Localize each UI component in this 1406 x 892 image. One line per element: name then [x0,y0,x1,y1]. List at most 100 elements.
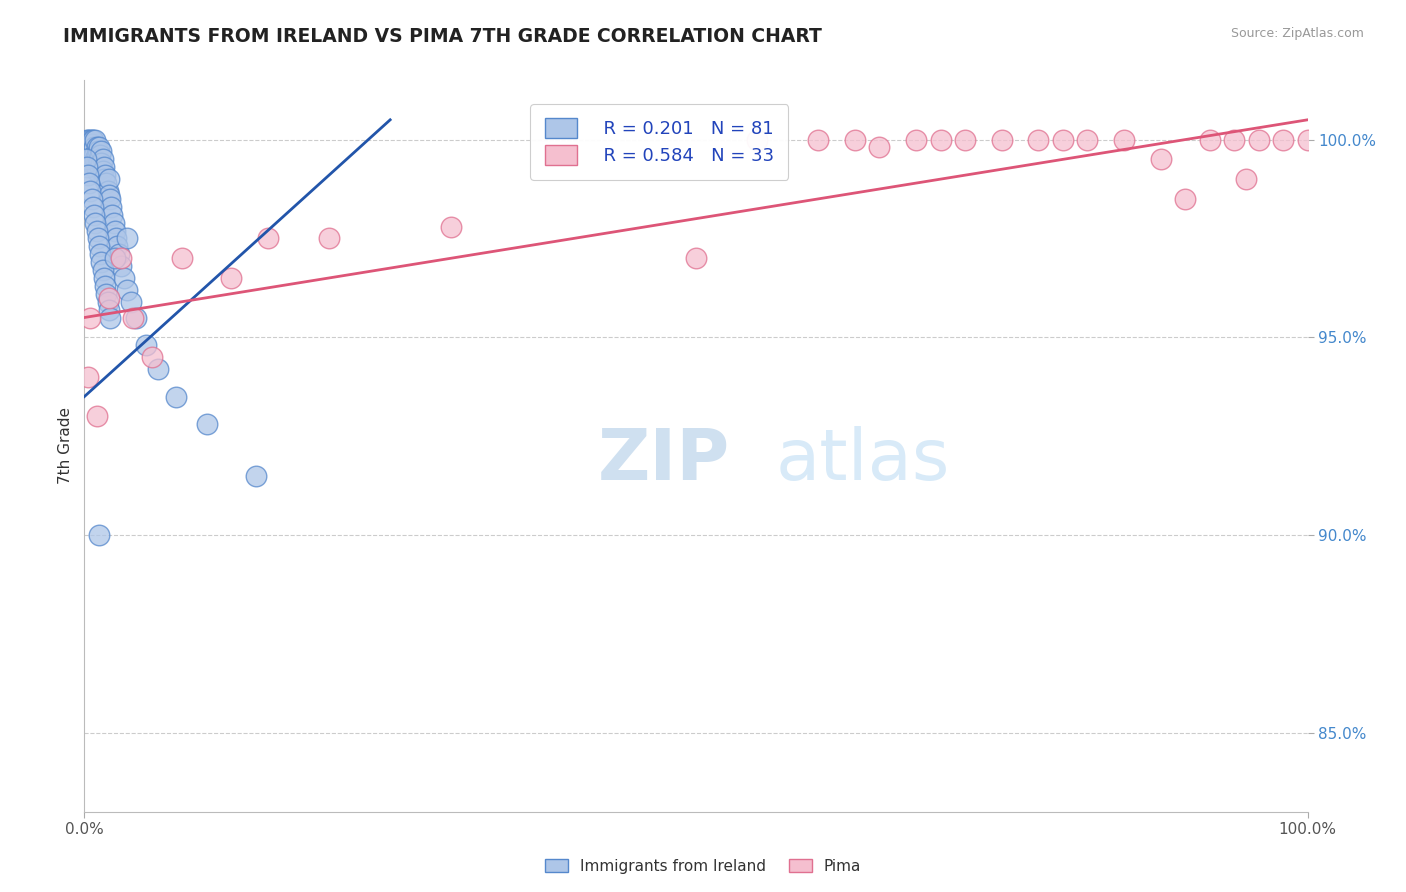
Point [747,132,769,146]
Point [844,132,866,146]
Point [86,223,108,237]
Point [172,251,194,265]
Point [77,132,100,146]
Point [93,172,115,186]
Point [86,140,108,154]
Point [97,172,120,186]
Point [80,153,103,167]
Point [219,271,242,285]
Point [195,417,218,432]
Point [141,350,163,364]
Point [96,176,118,190]
Point [1236,172,1258,186]
Point [807,132,830,146]
Point [135,338,157,352]
Text: Source: ZipAtlas.com: Source: ZipAtlas.com [1230,27,1364,40]
Point [93,271,115,285]
Point [96,286,118,301]
Point [80,136,103,151]
Point [80,192,103,206]
Point [953,132,976,146]
Point [87,140,110,154]
Point [82,200,104,214]
Point [84,132,107,146]
Text: IMMIGRANTS FROM IRELAND VS PIMA 7TH GRADE CORRELATION CHART: IMMIGRANTS FROM IRELAND VS PIMA 7TH GRAD… [63,27,823,45]
Point [87,145,110,159]
Point [89,161,111,175]
Point [112,271,135,285]
Point [110,251,132,265]
Point [82,132,104,146]
Point [87,239,110,253]
Point [83,161,105,175]
Point [83,208,105,222]
Point [245,468,267,483]
Point [82,156,104,170]
Point [83,140,105,154]
Point [93,161,115,175]
Point [1247,132,1270,146]
Point [90,156,112,170]
Point [77,369,100,384]
Point [97,302,120,317]
Legend: Immigrants from Ireland, Pima: Immigrants from Ireland, Pima [538,853,868,880]
Point [440,219,463,234]
Point [87,528,110,542]
Point [1028,132,1050,146]
Point [79,140,101,154]
Point [77,168,100,182]
Point [84,216,107,230]
Y-axis label: 7th Grade: 7th Grade [58,408,73,484]
Point [77,136,100,151]
Point [146,362,169,376]
Point [79,132,101,146]
Point [80,132,103,146]
Point [1052,132,1074,146]
Point [105,231,128,245]
Point [122,310,145,325]
Point [110,259,132,273]
Point [97,294,120,309]
Point [1223,132,1246,146]
Point [77,145,100,159]
Point [91,263,114,277]
Point [104,251,127,265]
Point [90,145,112,159]
Text: ZIP: ZIP [598,426,730,495]
Text: atlas: atlas [776,426,950,495]
Point [94,168,117,182]
Point [94,278,117,293]
Point [1198,132,1220,146]
Point [1296,132,1319,146]
Point [97,188,120,202]
Point [82,145,104,159]
Point [86,164,108,178]
Point [991,132,1014,146]
Point [685,251,707,265]
Point [89,148,111,162]
Point [1150,153,1173,167]
Point [83,148,105,162]
Point [91,153,114,167]
Point [103,216,125,230]
Point [115,283,138,297]
Point [929,132,952,146]
Point [318,231,340,245]
Point [79,310,101,325]
Point [100,200,122,214]
Point [1272,132,1295,146]
Point [115,231,138,245]
Point [101,208,124,222]
Point [1114,132,1136,146]
Point [165,390,187,404]
Point [90,255,112,269]
Point [87,156,110,170]
Legend:   R = 0.201   N = 81,   R = 0.584   N = 33: R = 0.201 N = 81, R = 0.584 N = 33 [530,104,789,180]
Point [77,176,100,190]
Point [84,153,107,167]
Point [107,247,129,261]
Point [97,291,120,305]
Point [76,161,98,175]
Point [79,184,101,198]
Point [77,140,100,154]
